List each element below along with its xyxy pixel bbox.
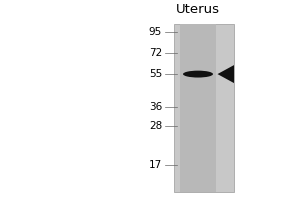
- Text: 28: 28: [149, 121, 162, 131]
- Text: 17: 17: [149, 160, 162, 170]
- Bar: [174, 24, 234, 192]
- Bar: [180, 24, 216, 192]
- Polygon shape: [218, 65, 234, 83]
- Ellipse shape: [183, 71, 213, 78]
- Text: 55: 55: [149, 69, 162, 79]
- Text: Uterus: Uterus: [176, 3, 220, 16]
- Text: 72: 72: [149, 48, 162, 58]
- Text: 36: 36: [149, 102, 162, 112]
- Text: 95: 95: [149, 27, 162, 37]
